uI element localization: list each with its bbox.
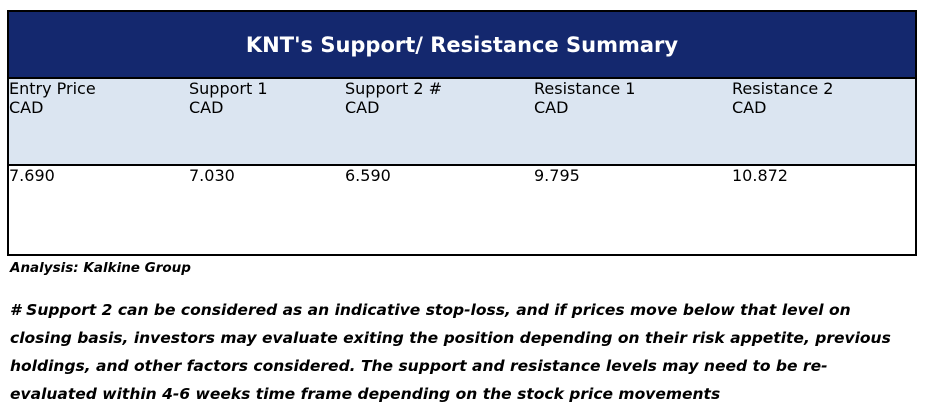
note-line: # Support 2 can be considered as an indi… xyxy=(10,301,851,319)
header-line: Resistance 2 xyxy=(732,79,834,98)
value-cell: 9.795 xyxy=(534,166,580,185)
header-row: Entry Price CAD Support 1 CAD Support 2 # CAD… xyxy=(9,79,915,166)
header-line: Support 2 # xyxy=(345,79,443,98)
header-line: Entry Price xyxy=(9,79,96,98)
note-line: holdings, and other factors considered. … xyxy=(10,357,828,375)
header-line: CAD xyxy=(732,98,767,117)
header-line: CAD xyxy=(345,98,380,117)
table-title: KNT's Support/ Resistance Summary xyxy=(9,12,915,79)
header-cell: Support 2 # CAD xyxy=(345,79,534,164)
value-row: 7.690 7.030 6.590 9.795 10.872 xyxy=(9,166,915,254)
header-line: Support 1 xyxy=(189,79,268,98)
note-line: evaluated within 4-6 weeks time frame de… xyxy=(10,385,721,403)
value-cell: 7.030 xyxy=(189,166,235,185)
header-line: CAD xyxy=(534,98,569,117)
header-line: Resistance 1 xyxy=(534,79,636,98)
header-cell: Resistance 2 CAD xyxy=(732,79,915,164)
summary-table: KNT's Support/ Resistance Summary Entry … xyxy=(7,10,917,256)
header-line: CAD xyxy=(9,98,44,117)
header-cell: Entry Price CAD xyxy=(9,79,189,164)
header-cell: Resistance 1 CAD xyxy=(534,79,732,164)
value-cell: 7.690 xyxy=(9,166,55,185)
source: Analysis: Kalkine Group xyxy=(10,260,191,276)
value-cell: 6.590 xyxy=(345,166,391,185)
note-line: closing basis, investors may evaluate ex… xyxy=(10,329,891,347)
header-cell: Support 1 CAD xyxy=(189,79,345,164)
value-cell: 10.872 xyxy=(732,166,788,185)
header-line: CAD xyxy=(189,98,224,117)
note: # Support 2 can be considered as an indi… xyxy=(10,296,891,408)
